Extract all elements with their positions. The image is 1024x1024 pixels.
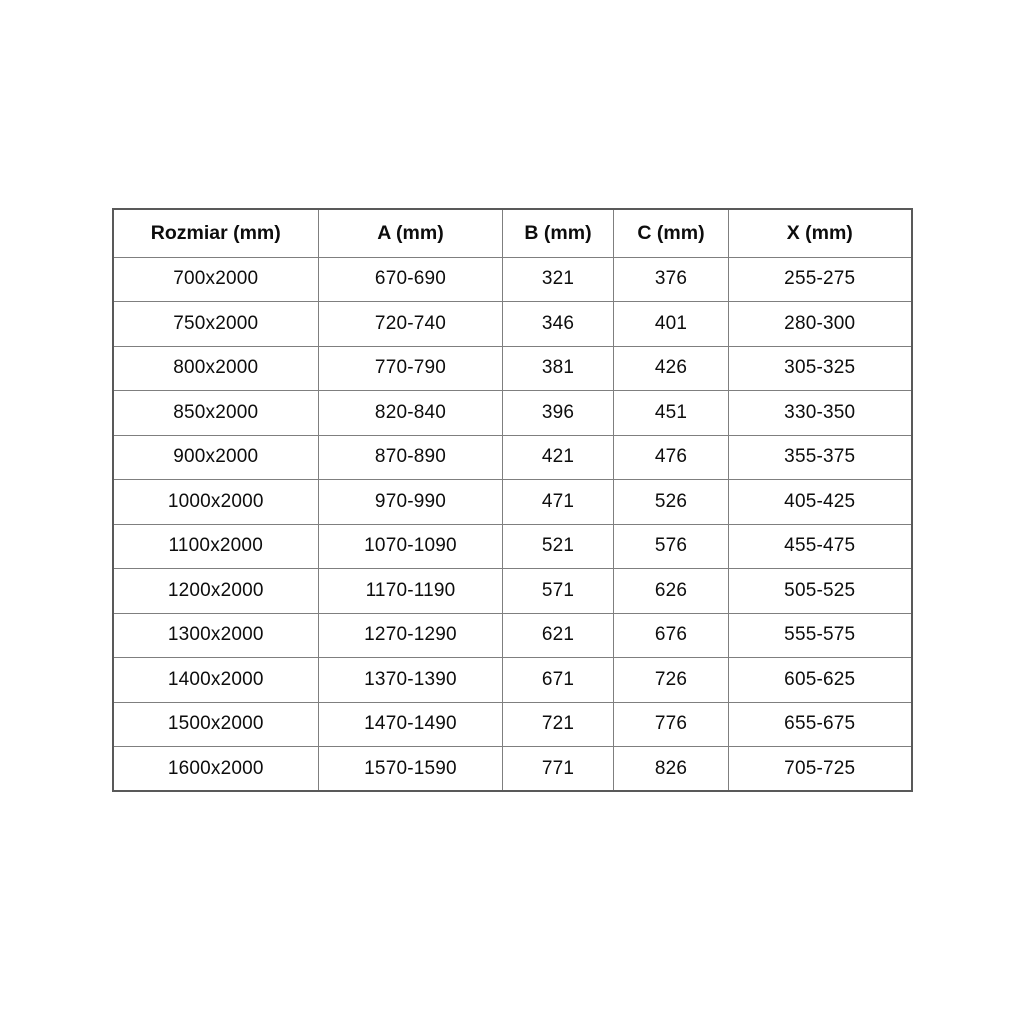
table-cell: 280-300 xyxy=(728,301,912,347)
table-cell: 726 xyxy=(613,657,729,703)
table-cell: 720-740 xyxy=(318,301,503,347)
table-cell: 346 xyxy=(502,301,614,347)
table-cell: 401 xyxy=(613,301,729,347)
table-row: 1500x2000 1470-1490 721 776 655-675 xyxy=(112,701,912,747)
header-cell: X (mm) xyxy=(728,208,912,258)
table-cell: 476 xyxy=(613,434,729,480)
table-cell: 471 xyxy=(502,479,614,525)
table-cell: 750x2000 xyxy=(112,301,319,347)
table-cell: 526 xyxy=(613,479,729,525)
table-cell: 605-625 xyxy=(728,657,912,703)
table-cell: 576 xyxy=(613,523,729,569)
table-cell: 1100x2000 xyxy=(112,523,319,569)
table-cell: 770-790 xyxy=(318,345,503,391)
table-cell: 426 xyxy=(613,345,729,391)
table-row: 800x2000 770-790 381 426 305-325 xyxy=(112,345,912,391)
table-cell: 1600x2000 xyxy=(112,746,319,792)
table-cell: 626 xyxy=(613,568,729,614)
table-cell: 705-725 xyxy=(728,746,912,792)
size-dimensions-table: Rozmiar (mm) A (mm) B (mm) C (mm) X (mm) 700… xyxy=(111,208,913,792)
table-cell: 970-990 xyxy=(318,479,503,525)
header-cell: A (mm) xyxy=(318,208,503,258)
header-row: Rozmiar (mm) A (mm) B (mm) C (mm) X (mm) xyxy=(112,208,912,258)
table-cell: 700x2000 xyxy=(112,256,319,302)
table-cell: 1000x2000 xyxy=(112,479,319,525)
table-cell: 671 xyxy=(502,657,614,703)
table-cell: 396 xyxy=(502,390,614,436)
table-row: 1600x2000 1570-1590 771 826 705-725 xyxy=(112,746,912,792)
table-cell: 451 xyxy=(613,390,729,436)
header-cell: C (mm) xyxy=(613,208,729,258)
table-cell: 255-275 xyxy=(728,256,912,302)
table-row: 1000x2000 970-990 471 526 405-425 xyxy=(112,479,912,525)
table-cell: 455-475 xyxy=(728,523,912,569)
table-cell: 1400x2000 xyxy=(112,657,319,703)
table-cell: 870-890 xyxy=(318,434,503,480)
table-body: 700x2000 670-690 321 376 255-275 750x2000 720-… xyxy=(112,256,912,792)
table-cell: 900x2000 xyxy=(112,434,319,480)
table-cell: 721 xyxy=(502,701,614,747)
table-row: 750x2000 720-740 346 401 280-300 xyxy=(112,301,912,347)
table-cell: 381 xyxy=(502,345,614,391)
table-cell: 1370-1390 xyxy=(318,657,503,703)
table-cell: 421 xyxy=(502,434,614,480)
table-row: 1100x2000 1070-1090 521 576 455-475 xyxy=(112,523,912,569)
page: Rozmiar (mm) A (mm) B (mm) C (mm) X (mm) 700… xyxy=(0,208,1024,1024)
table-cell: 655-675 xyxy=(728,701,912,747)
table-row: 850x2000 820-840 396 451 330-350 xyxy=(112,390,912,436)
table-cell: 676 xyxy=(613,612,729,658)
table-cell: 776 xyxy=(613,701,729,747)
table-row: 1200x2000 1170-1190 571 626 505-525 xyxy=(112,568,912,614)
table-cell: 1470-1490 xyxy=(318,701,503,747)
table-cell: 405-425 xyxy=(728,479,912,525)
table-cell: 1070-1090 xyxy=(318,523,503,569)
table-cell: 1300x2000 xyxy=(112,612,319,658)
table-row: 900x2000 870-890 421 476 355-375 xyxy=(112,434,912,480)
table-cell: 330-350 xyxy=(728,390,912,436)
table-row: 1300x2000 1270-1290 621 676 555-575 xyxy=(112,612,912,658)
table-row: 1400x2000 1370-1390 671 726 605-625 xyxy=(112,657,912,703)
header-cell: B (mm) xyxy=(502,208,614,258)
table-cell: 521 xyxy=(502,523,614,569)
table-cell: 621 xyxy=(502,612,614,658)
table-row: 700x2000 670-690 321 376 255-275 xyxy=(112,256,912,302)
table-cell: 850x2000 xyxy=(112,390,319,436)
table-cell: 1200x2000 xyxy=(112,568,319,614)
table-cell: 505-525 xyxy=(728,568,912,614)
table-cell: 321 xyxy=(502,256,614,302)
table-cell: 376 xyxy=(613,256,729,302)
table-cell: 800x2000 xyxy=(112,345,319,391)
table-cell: 670-690 xyxy=(318,256,503,302)
table-cell: 305-325 xyxy=(728,345,912,391)
table-cell: 555-575 xyxy=(728,612,912,658)
table-head: Rozmiar (mm) A (mm) B (mm) C (mm) X (mm) xyxy=(112,208,912,258)
table-cell: 571 xyxy=(502,568,614,614)
header-cell: Rozmiar (mm) xyxy=(112,208,319,258)
table-cell: 1570-1590 xyxy=(318,746,503,792)
table-cell: 355-375 xyxy=(728,434,912,480)
table-cell: 826 xyxy=(613,746,729,792)
table-cell: 1500x2000 xyxy=(112,701,319,747)
table-cell: 1170-1190 xyxy=(318,568,503,614)
table-cell: 820-840 xyxy=(318,390,503,436)
table-cell: 771 xyxy=(502,746,614,792)
table-cell: 1270-1290 xyxy=(318,612,503,658)
